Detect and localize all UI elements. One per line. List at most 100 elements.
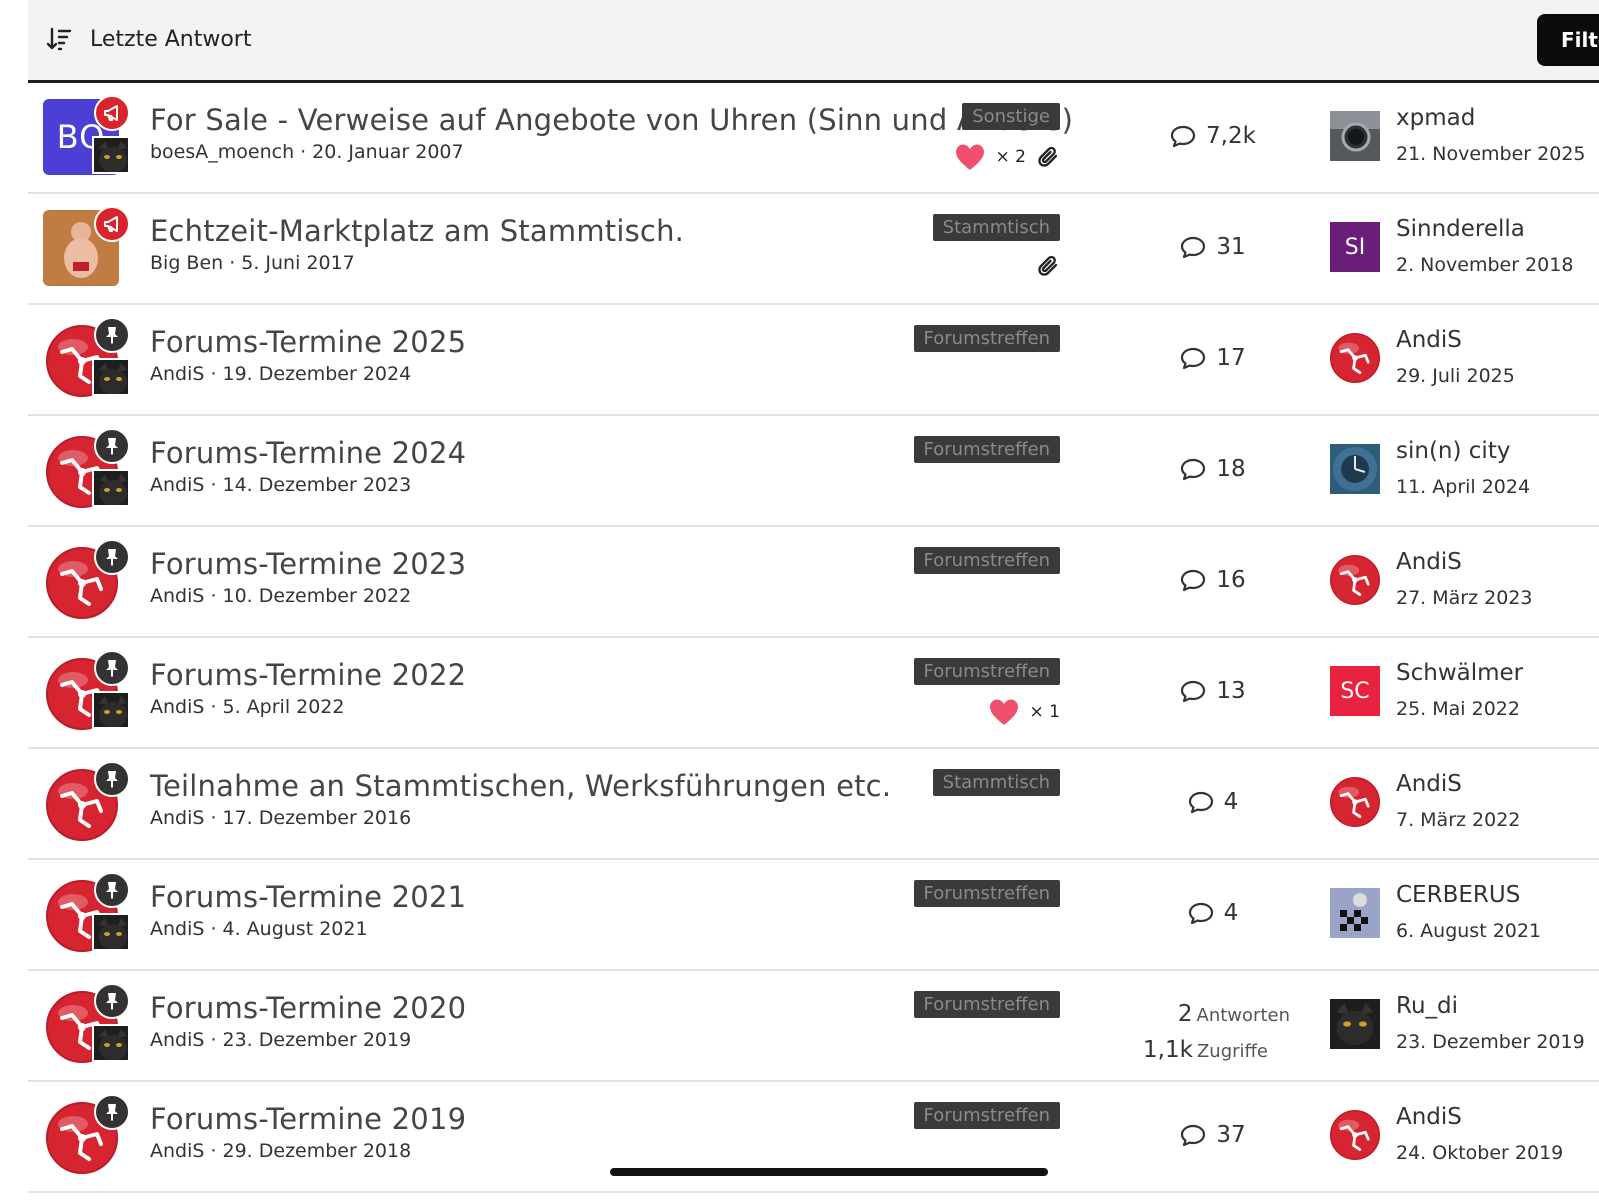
last-post-date[interactable]: 25. Mai 2022 xyxy=(1396,698,1520,720)
thread-row[interactable]: Forums-Termine 2022 AndiS · 5. April 2022 … xyxy=(28,638,1599,749)
last-poster-avatar[interactable] xyxy=(1330,777,1380,827)
last-poster-avatar[interactable] xyxy=(1330,111,1380,161)
thread-date: 5. April 2022 xyxy=(222,696,345,718)
thread-author[interactable]: boesA_moench xyxy=(150,141,295,163)
paperclip-icon xyxy=(1036,254,1060,278)
thread-prefix-tag[interactable]: Stammtisch xyxy=(932,769,1060,796)
thread-row[interactable]: Forums-Termine 2025 AndiS · 19. Dezember 2… xyxy=(28,305,1599,416)
thread-author[interactable]: AndiS xyxy=(150,918,205,940)
thread-prefix-tag[interactable]: Stammtisch xyxy=(932,214,1060,241)
heart-icon xyxy=(954,143,986,171)
last-post-date[interactable]: 27. März 2023 xyxy=(1396,587,1533,609)
home-indicator[interactable] xyxy=(610,1168,1048,1176)
pin-icon xyxy=(102,436,122,456)
last-post-date[interactable]: 29. Juli 2025 xyxy=(1396,365,1515,387)
thread-author[interactable]: AndiS xyxy=(150,1140,205,1162)
thread-author[interactable]: AndiS xyxy=(150,363,205,385)
thread-date: 14. Dezember 2023 xyxy=(222,474,412,496)
thread-row[interactable]: Forums-Termine 2023 AndiS · 10. Dezember 2… xyxy=(28,527,1599,638)
last-poster-name[interactable]: xpmad xyxy=(1396,105,1476,131)
thread-prefix-tag[interactable]: Forumstreffen xyxy=(913,547,1060,574)
last-post-date[interactable]: 21. November 2025 xyxy=(1396,143,1586,165)
thread-row[interactable]: Echtzeit-Marktplatz am Stammtisch. Big B… xyxy=(28,194,1599,305)
last-poster-avatar[interactable] xyxy=(1330,888,1380,938)
last-poster-name[interactable]: Ru_di xyxy=(1396,993,1459,1019)
thread-title[interactable]: For Sale - Verweise auf Angebote von Uhr… xyxy=(150,103,1074,137)
thread-row[interactable]: Forums-Termine 2020 AndiS · 23. Dezember 2… xyxy=(28,971,1599,1082)
last-poster-name[interactable]: CERBERUS xyxy=(1396,882,1521,908)
filter-button[interactable]: Filter xyxy=(1537,14,1599,66)
last-post-date[interactable]: 11. April 2024 xyxy=(1396,476,1531,498)
last-post-date[interactable]: 23. Dezember 2019 xyxy=(1396,1031,1585,1053)
thread-prefix-tag[interactable]: Forumstreffen xyxy=(913,1102,1060,1129)
thread-title[interactable]: Teilnahme an Stammtischen, Werksführunge… xyxy=(150,769,892,803)
thread-prefix-tag[interactable]: Sonstige xyxy=(962,103,1060,130)
thread-prefix-tag[interactable]: Forumstreffen xyxy=(913,991,1060,1018)
thread-title[interactable]: Forums-Termine 2025 xyxy=(150,325,467,359)
thread-prefix-tag[interactable]: Forumstreffen xyxy=(913,880,1060,907)
thread-date: 10. Dezember 2022 xyxy=(222,585,412,607)
author-avatar[interactable] xyxy=(43,210,119,286)
cat-avatar-image xyxy=(1330,999,1380,1049)
reply-count-value: 4 xyxy=(1223,900,1239,926)
last-post-date[interactable]: 6. August 2021 xyxy=(1396,920,1542,942)
pin-icon xyxy=(102,1102,122,1122)
thread-prefix-tag[interactable]: Forumstreffen xyxy=(913,658,1060,685)
last-poster-name[interactable]: AndiS xyxy=(1396,1104,1462,1130)
thread-title[interactable]: Forums-Termine 2023 xyxy=(150,547,467,581)
thread-row[interactable]: Forums-Termine 2019 AndiS · 29. Dezember 2… xyxy=(28,1082,1599,1193)
thread-title[interactable]: Echtzeit-Marktplatz am Stammtisch. xyxy=(150,214,685,248)
thread-meta: AndiS · 14. Dezember 2023 xyxy=(150,474,412,496)
thread-title[interactable]: Forums-Termine 2024 xyxy=(150,436,467,470)
pin-icon xyxy=(102,880,122,900)
thread-title[interactable]: Forums-Termine 2019 xyxy=(150,1102,467,1136)
thread-meta: AndiS · 10. Dezember 2022 xyxy=(150,585,412,607)
last-poster-name[interactable]: Schwälmer xyxy=(1396,660,1524,686)
thread-row[interactable]: Teilnahme an Stammtischen, Werksführunge… xyxy=(28,749,1599,860)
thread-title[interactable]: Forums-Termine 2020 xyxy=(150,991,467,1025)
last-poster-avatar[interactable]: SC xyxy=(1330,666,1380,716)
sort-control[interactable]: Letzte Antwort xyxy=(46,26,251,52)
thread-author[interactable]: AndiS xyxy=(150,1029,205,1051)
last-poster-avatar[interactable]: SI xyxy=(1330,222,1380,272)
thread-title[interactable]: Forums-Termine 2021 xyxy=(150,880,467,914)
person-photo-avatar xyxy=(43,210,119,286)
last-poster-avatar[interactable] xyxy=(1330,333,1380,383)
last-poster-name[interactable]: AndiS xyxy=(1396,327,1462,353)
thread-row[interactable]: Forums-Termine 2021 AndiS · 4. August 2021… xyxy=(28,860,1599,971)
last-poster-mini-avatar xyxy=(92,691,130,729)
pin-icon xyxy=(102,547,122,567)
last-poster-avatar[interactable] xyxy=(1330,555,1380,605)
thread-prefix-tag[interactable]: Forumstreffen xyxy=(913,325,1060,352)
last-poster-name[interactable]: sin(n) city xyxy=(1396,438,1511,464)
thread-author[interactable]: AndiS xyxy=(150,696,205,718)
last-post-date[interactable]: 24. Oktober 2019 xyxy=(1396,1142,1564,1164)
cat-avatar-image xyxy=(94,1026,130,1062)
last-post-date[interactable]: 7. März 2022 xyxy=(1396,809,1521,831)
thread-author[interactable]: Big Ben xyxy=(150,252,224,274)
last-post-date[interactable]: 2. November 2018 xyxy=(1396,254,1574,276)
reply-count: 4 xyxy=(1148,900,1278,926)
last-poster-avatar[interactable] xyxy=(1330,999,1380,1049)
reply-count: 37 xyxy=(1148,1122,1278,1148)
last-poster-name[interactable]: AndiS xyxy=(1396,771,1462,797)
views-stat: 1,1k Zugriffe xyxy=(1110,1033,1290,1069)
thread-title[interactable]: Forums-Termine 2022 xyxy=(150,658,467,692)
reply-count: 31 xyxy=(1148,234,1278,260)
last-poster-name[interactable]: Sinnderella xyxy=(1396,216,1525,242)
thread-date: 20. Januar 2007 xyxy=(312,141,464,163)
last-poster-avatar[interactable] xyxy=(1330,444,1380,494)
replies-value: 2 xyxy=(1177,1001,1193,1027)
last-poster-avatar[interactable] xyxy=(1330,1110,1380,1160)
last-poster-mini-avatar xyxy=(92,1024,130,1062)
cat-avatar-image xyxy=(94,471,130,507)
last-poster-mini-avatar xyxy=(92,358,130,396)
thread-author[interactable]: AndiS xyxy=(150,474,205,496)
thread-prefix-tag[interactable]: Forumstreffen xyxy=(913,436,1060,463)
filter-bar: Letzte Antwort Filter xyxy=(28,0,1599,83)
thread-row[interactable]: Forums-Termine 2024 AndiS · 14. Dezember 2… xyxy=(28,416,1599,527)
thread-author[interactable]: AndiS xyxy=(150,585,205,607)
last-poster-name[interactable]: AndiS xyxy=(1396,549,1462,575)
thread-author[interactable]: AndiS xyxy=(150,807,205,829)
thread-row[interactable]: BO For Sale - Verweise auf Angebote von … xyxy=(28,83,1599,194)
